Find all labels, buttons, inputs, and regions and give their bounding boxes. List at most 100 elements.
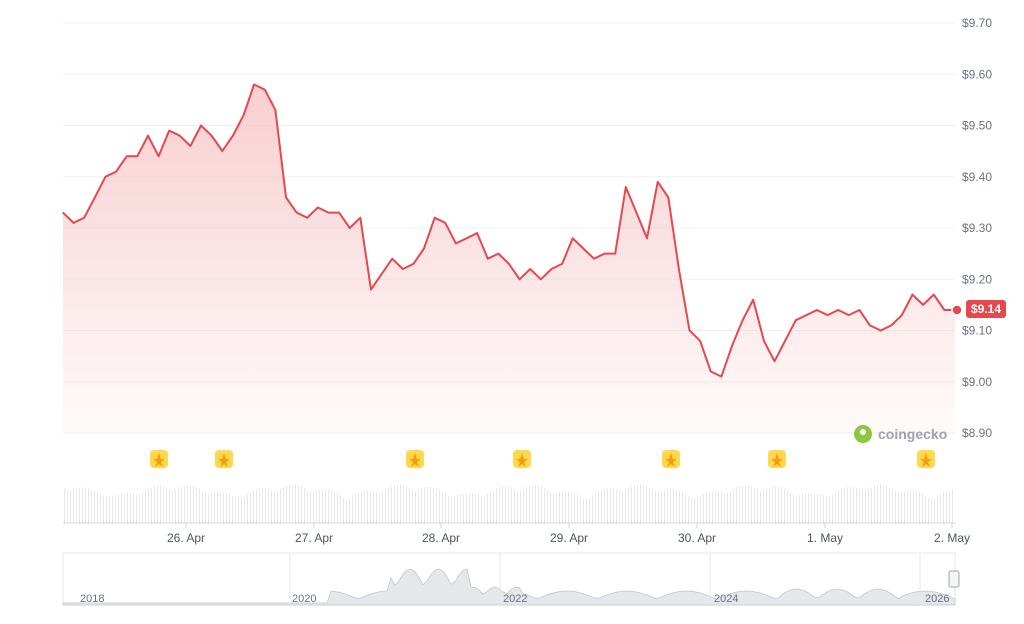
volume-bar [721, 492, 722, 523]
volume-bar [577, 494, 578, 523]
volume-bar [418, 489, 419, 523]
price-point [104, 176, 107, 178]
volume-bar [262, 488, 263, 523]
volume-bar [937, 496, 938, 523]
price-point [784, 340, 786, 342]
volume-bar [469, 494, 470, 523]
volume-bar [949, 490, 950, 523]
price-point [635, 212, 638, 214]
volume-bar [877, 485, 878, 523]
current-price-badge: $9.14 [966, 300, 1007, 318]
volume-bar [373, 491, 374, 523]
volume-bar [619, 490, 620, 523]
price-point [699, 340, 701, 342]
volume-bar [190, 485, 191, 523]
volume-bar [361, 491, 362, 523]
volume-bar [847, 487, 848, 523]
volume-bar [502, 486, 503, 523]
volume-bars [64, 485, 953, 523]
volume-bar [835, 492, 836, 523]
price-point [667, 196, 669, 198]
volume-bar [157, 486, 158, 523]
volume-bar [802, 494, 803, 523]
price-point [550, 268, 553, 270]
price-point [317, 206, 319, 209]
volume-bar [472, 493, 473, 523]
volume-bar [136, 494, 137, 523]
navigator-year-label: 2018 [80, 593, 104, 605]
volume-bar [244, 496, 245, 523]
volume-bar [118, 494, 119, 523]
price-point [880, 329, 882, 332]
volume-bar [403, 485, 404, 523]
volume-bar [493, 489, 494, 523]
volume-bar [634, 485, 635, 523]
price-area [63, 84, 955, 433]
event-star-icon [516, 453, 528, 467]
volume-bar [919, 492, 920, 523]
volume-bar [226, 493, 227, 523]
volume-bar [367, 490, 368, 523]
y-tick-label: $9.40 [962, 170, 992, 184]
price-point [359, 217, 361, 219]
volume-bar [406, 486, 407, 523]
price-point [688, 329, 691, 332]
coingecko-watermark: coingecko [854, 425, 947, 443]
volume-bar [79, 487, 80, 523]
volume-bar [316, 490, 317, 523]
volume-bar [454, 495, 455, 523]
volume-bar [826, 495, 827, 523]
volume-bar [76, 488, 77, 523]
volume-bar [790, 492, 791, 523]
volume-bar [238, 497, 239, 523]
volume-bar [889, 487, 890, 523]
volume-bar [709, 491, 710, 523]
navigator-year-label: 2020 [292, 593, 316, 605]
volume-bar [460, 494, 461, 523]
volume-bar [214, 492, 215, 523]
price-point [911, 294, 914, 296]
navigator-year-label: 2026 [925, 593, 949, 605]
price-point [73, 222, 75, 224]
volume-bar [718, 491, 719, 523]
volume-bar [772, 486, 773, 523]
volume-bar [121, 493, 122, 523]
event-star-icon [153, 453, 165, 467]
price-point [890, 324, 892, 326]
volume-bar [688, 496, 689, 523]
volume-bar [565, 491, 566, 523]
volume-bar [85, 487, 86, 523]
volume-bar [808, 493, 809, 523]
volume-bar [538, 485, 539, 523]
volume-bar [271, 489, 272, 523]
price-point [540, 278, 542, 280]
event-star-icon [409, 453, 421, 467]
volume-bar [604, 489, 605, 523]
volume-bar [862, 490, 863, 523]
volume-bar [421, 488, 422, 523]
volume-bar [562, 491, 563, 523]
volume-bar [763, 489, 764, 523]
y-tick-label: $9.00 [962, 375, 992, 389]
volume-bar [448, 495, 449, 523]
price-point [455, 242, 457, 244]
volume-bar [571, 492, 572, 523]
volume-bar [205, 492, 206, 523]
volume-bar [151, 487, 152, 523]
volume-bar [748, 485, 749, 523]
volume-bar [553, 494, 554, 523]
price-point [593, 258, 595, 260]
volume-bar [376, 492, 377, 523]
volume-bar [646, 486, 647, 523]
volume-bar [658, 491, 659, 523]
volume-bar [256, 489, 257, 523]
price-point [614, 253, 616, 255]
price-point [338, 212, 340, 214]
volume-bar [925, 495, 926, 523]
volume-bar [445, 493, 446, 523]
volume-bar [586, 498, 587, 523]
volume-bar [751, 486, 752, 523]
volume-bar [412, 489, 413, 523]
volume-bar [280, 489, 281, 523]
